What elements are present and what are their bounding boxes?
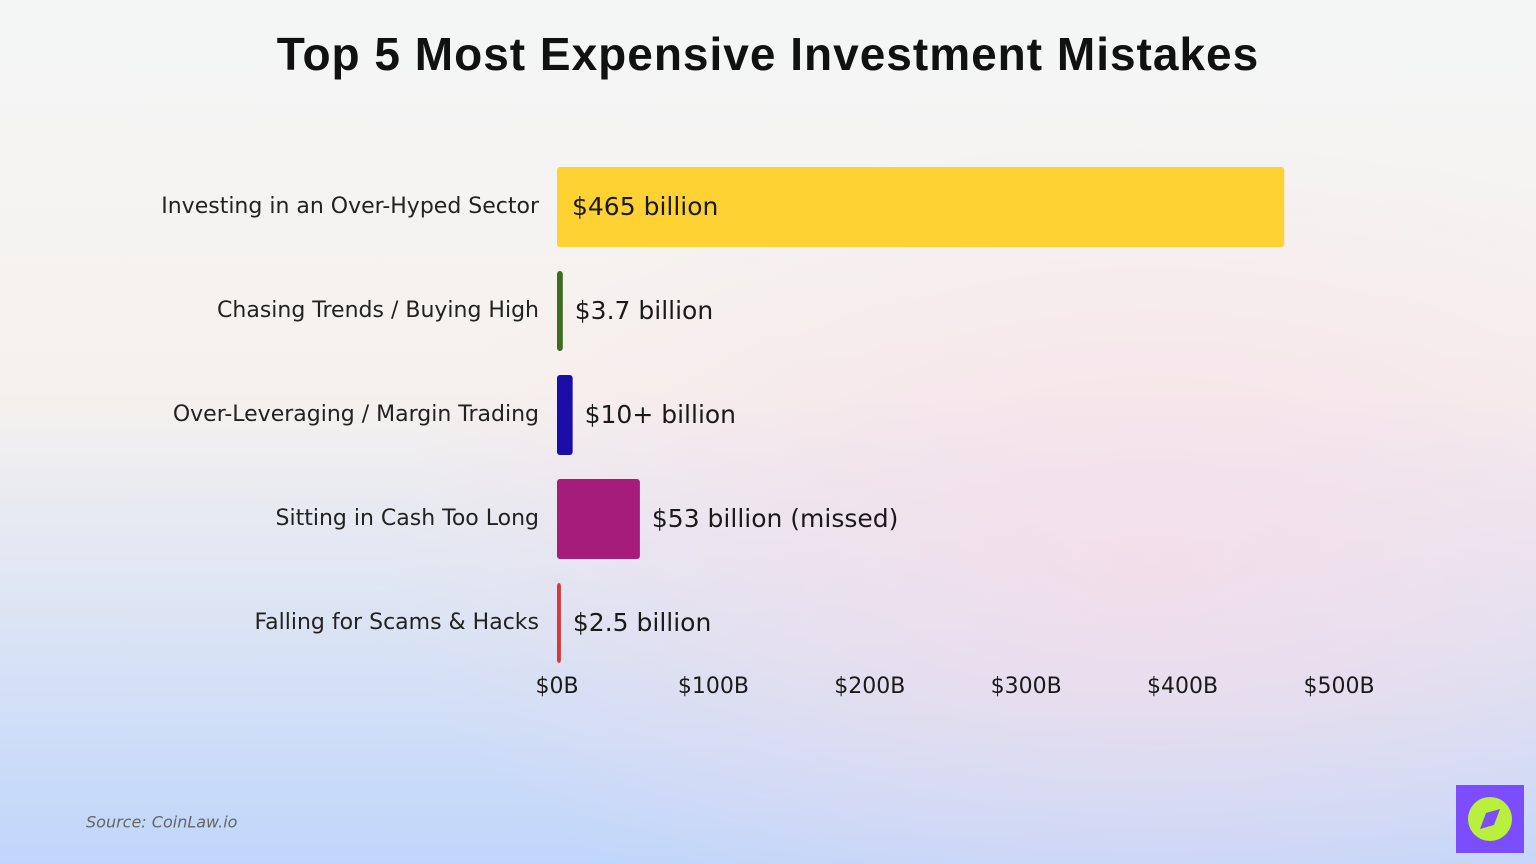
chart-title: Top 5 Most Expensive Investment Mistakes [277,28,1259,80]
bar [557,375,573,455]
x-tick-label: $0B [535,674,578,699]
x-tick-label: $400B [1147,674,1218,699]
logo [1456,785,1524,853]
bar [557,271,563,351]
value-label: $53 billion (missed) [652,504,899,533]
x-tick-label: $200B [834,674,905,699]
value-label: $3.7 billion [575,296,713,325]
x-tick-label: $500B [1303,674,1374,699]
x-tick-label: $300B [991,674,1062,699]
category-label: Falling for Scams & Hacks [255,610,540,635]
source: Source: CoinLaw.io [86,813,238,832]
value-label: $2.5 billion [573,608,711,637]
value-label: $10+ billion [585,400,736,429]
category-label: Chasing Trends / Buying High [217,298,539,323]
bar [557,479,640,559]
value-label: $465 billion [572,192,718,221]
category-label: Over-Leveraging / Margin Trading [173,402,539,427]
x-tick-label: $100B [678,674,749,699]
bar [557,167,1285,247]
logo-needle [1480,809,1500,829]
category-label: Investing in an Over-Hyped Sector [161,194,540,219]
bar [557,583,561,663]
category-label: Sitting in Cash Too Long [276,506,539,531]
